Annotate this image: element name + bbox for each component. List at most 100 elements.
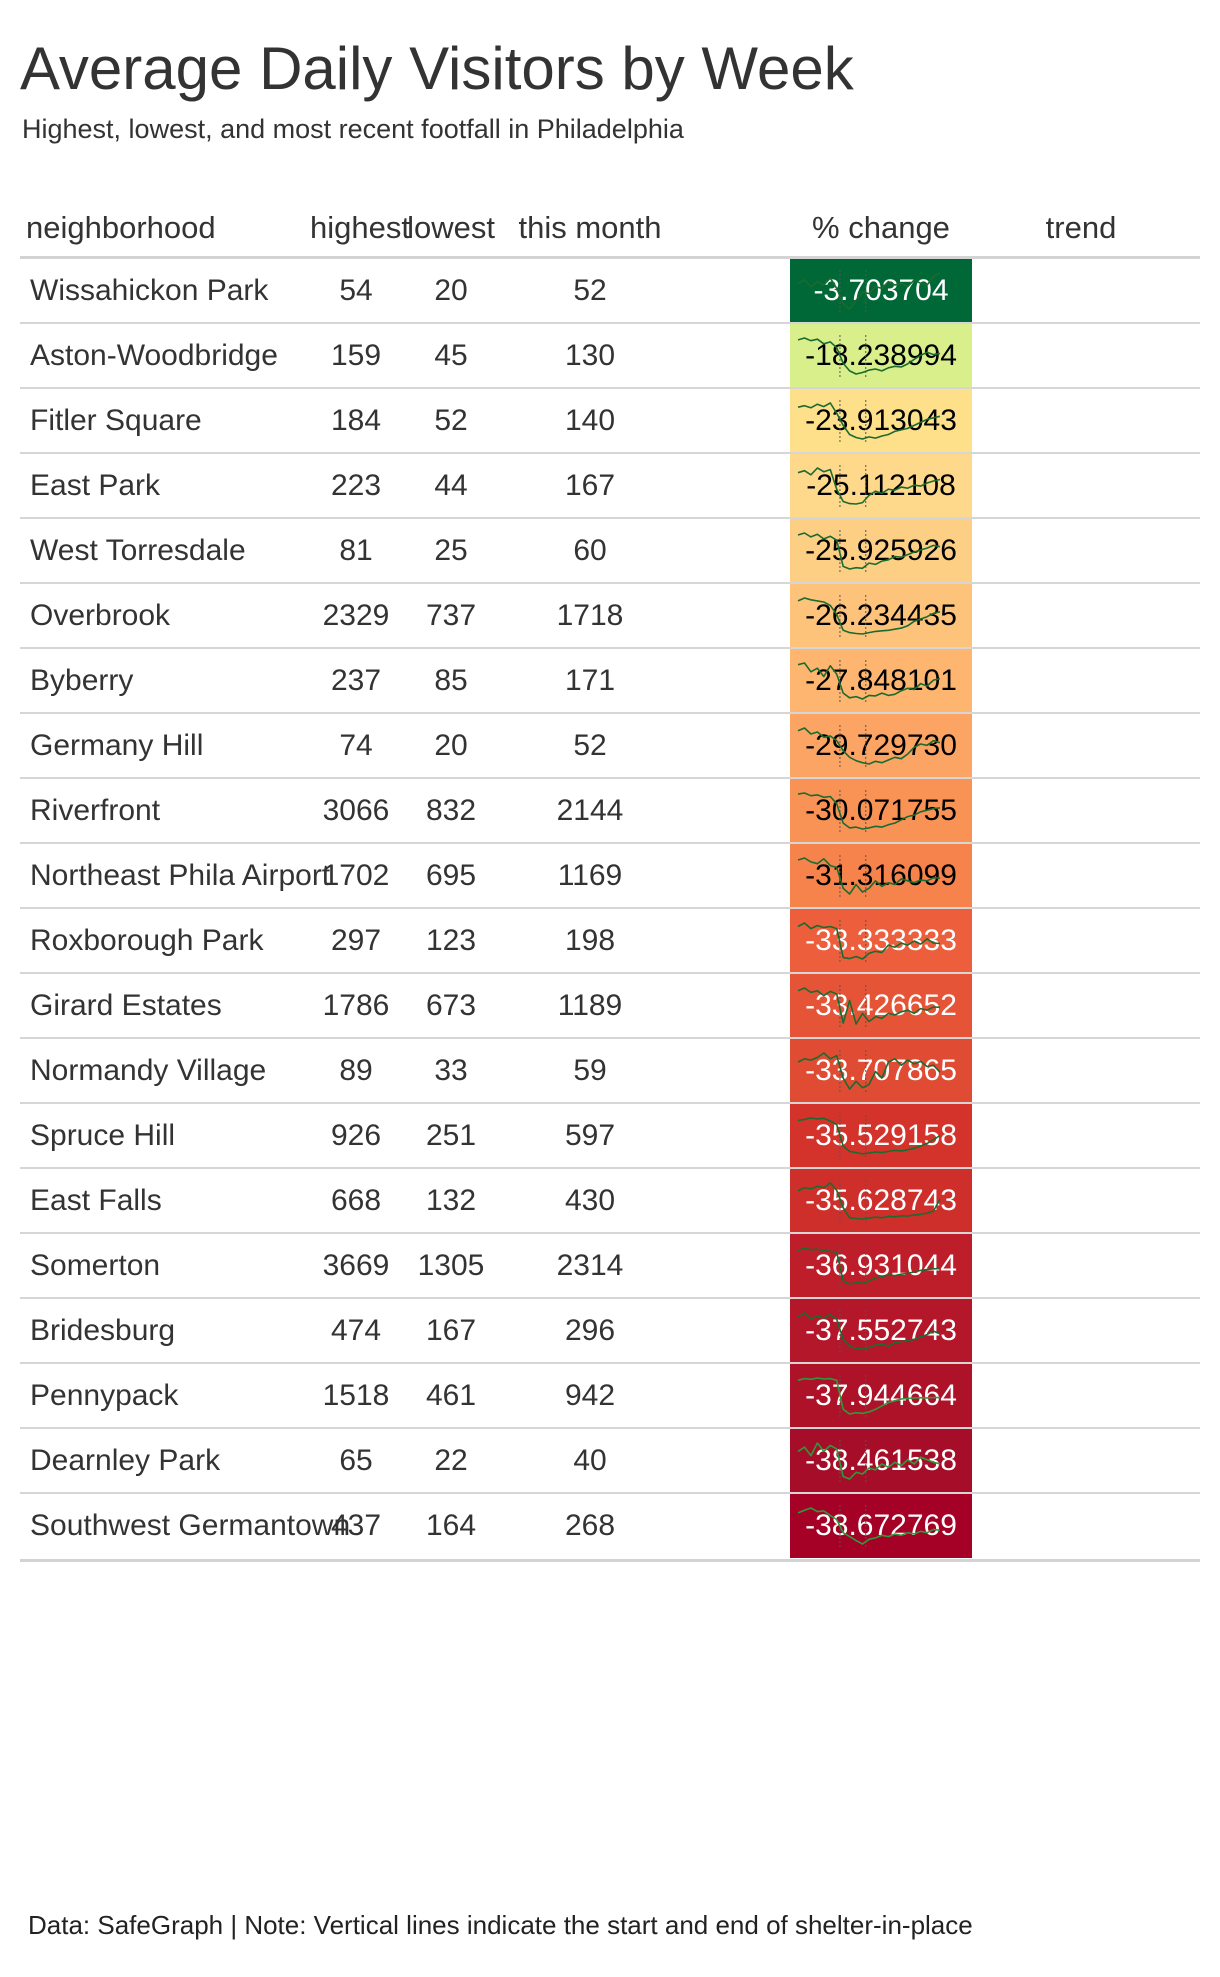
- cell-this-month: 1169: [557, 859, 623, 892]
- trend-line: [797, 1247, 941, 1285]
- cell-neighborhood: East Falls: [30, 1184, 162, 1217]
- row-divider: [20, 1362, 1200, 1364]
- cell-neighborhood: Byberry: [30, 664, 134, 697]
- table-row: Girard Estates 1786 673 1189 -33.426652: [20, 974, 1200, 1039]
- table-row: Spruce Hill 926 251 597 -35.529158: [20, 1104, 1200, 1169]
- cell-neighborhood: Wissahickon Park: [30, 274, 269, 307]
- trend-line: [797, 532, 941, 570]
- cell-pct-change: -23.913043: [790, 389, 972, 453]
- cell-highest: 437: [330, 1509, 382, 1542]
- cell-pct-change: -26.234435: [790, 584, 972, 648]
- row-divider: [20, 777, 1200, 779]
- table-row: Wissahickon Park 54 20 52 -3.703704: [20, 259, 1200, 324]
- cell-neighborhood: Germany Hill: [30, 729, 204, 762]
- cell-highest: 159: [330, 339, 382, 372]
- cell-lowest: 123: [425, 924, 477, 957]
- cell-neighborhood: East Park: [30, 469, 161, 502]
- cell-this-month: 942: [564, 1379, 616, 1412]
- trend-sparkline: [797, 530, 941, 572]
- row-divider: [20, 1102, 1200, 1104]
- table-row: Northeast Phila Airport 1702 695 1169 -31.31…: [20, 844, 1200, 909]
- cell-pct-change: -18.238994: [790, 324, 972, 388]
- table-row: Southwest Germantown 437 164 268 -38.672769: [20, 1494, 1200, 1559]
- trend-sparkline: [797, 725, 941, 767]
- cell-highest: 74: [339, 729, 373, 762]
- trend-line: [797, 1442, 941, 1480]
- cell-this-month: 130: [564, 339, 616, 372]
- cell-highest: 926: [330, 1119, 382, 1152]
- trend-sparkline: [797, 335, 941, 377]
- row-divider: [20, 582, 1200, 584]
- header-highest: highest: [310, 210, 410, 245]
- trend-line: [797, 1052, 941, 1090]
- cell-neighborhood: Bridesburg: [30, 1314, 176, 1347]
- cell-this-month: 140: [564, 404, 616, 437]
- cell-this-month: 40: [573, 1444, 607, 1477]
- cell-highest: 54: [339, 274, 373, 307]
- cell-highest: 223: [330, 469, 382, 502]
- table-row: East Park 223 44 167 -25.112108: [20, 454, 1200, 519]
- cell-this-month: 198: [564, 924, 616, 957]
- cell-lowest: 20: [434, 729, 468, 762]
- trend-sparkline: [797, 270, 941, 312]
- cell-this-month: 597: [564, 1119, 616, 1152]
- cell-lowest: 1305: [417, 1249, 485, 1282]
- trend-sparkline: [797, 790, 941, 832]
- cell-this-month: 430: [564, 1184, 616, 1217]
- trend-sparkline: [797, 660, 941, 702]
- cell-lowest: 695: [425, 859, 477, 892]
- cell-this-month: 167: [564, 469, 616, 502]
- trend-sparkline: [797, 920, 941, 962]
- cell-lowest: 85: [434, 664, 468, 697]
- row-divider: [20, 1037, 1200, 1039]
- table-row: Somerton 3669 1305 2314 -36.931044: [20, 1234, 1200, 1299]
- trend-sparkline: [797, 985, 941, 1027]
- trend-line: [797, 597, 941, 635]
- table-row: Roxborough Park 297 123 198 -33.333333: [20, 909, 1200, 974]
- row-divider: [20, 452, 1200, 454]
- row-divider: [20, 1297, 1200, 1299]
- table-row: Riverfront 3066 832 2144 -30.071755: [20, 779, 1200, 844]
- table-row: Bridesburg 474 167 296 -37.552743: [20, 1299, 1200, 1364]
- row-divider: [20, 1427, 1200, 1429]
- cell-neighborhood: Fitler Square: [30, 404, 202, 437]
- cell-highest: 2329: [322, 599, 390, 632]
- trend-line: [797, 922, 941, 960]
- row-divider: [20, 1167, 1200, 1169]
- table-bottom-divider: [20, 1559, 1200, 1562]
- cell-pct-change: -37.944664: [790, 1364, 972, 1428]
- cell-lowest: 164: [425, 1509, 477, 1542]
- cell-pct-change: -35.529158: [790, 1104, 972, 1168]
- trend-sparkline: [797, 1375, 941, 1417]
- table-row: Pennypack 1518 461 942 -37.944664: [20, 1364, 1200, 1429]
- table-row: Dearnley Park 65 22 40 -38.461538: [20, 1429, 1200, 1494]
- cell-lowest: 832: [425, 794, 477, 827]
- cell-this-month: 52: [573, 729, 607, 762]
- cell-neighborhood: Girard Estates: [30, 989, 222, 1022]
- cell-this-month: 296: [564, 1314, 616, 1347]
- cell-this-month: 171: [564, 664, 616, 697]
- cell-highest: 89: [339, 1054, 373, 1087]
- trend-sparkline: [797, 465, 941, 507]
- cell-neighborhood: Somerton: [30, 1249, 161, 1282]
- row-divider: [20, 517, 1200, 519]
- cell-highest: 1518: [322, 1379, 390, 1412]
- cell-highest: 237: [330, 664, 382, 697]
- cell-neighborhood: Riverfront: [30, 794, 161, 827]
- trend-line: [797, 987, 941, 1025]
- cell-lowest: 251: [425, 1119, 477, 1152]
- header-trend: trend: [1045, 210, 1117, 245]
- cell-lowest: 167: [425, 1314, 477, 1347]
- trend-sparkline: [797, 855, 941, 897]
- chart-title: Average Daily Visitors by Week: [20, 35, 854, 102]
- cell-highest: 668: [330, 1184, 382, 1217]
- header-this-month: this month: [518, 210, 662, 245]
- cell-neighborhood: Spruce Hill: [30, 1119, 176, 1152]
- cell-highest: 184: [330, 404, 382, 437]
- cell-neighborhood: Northeast Phila Airport: [30, 859, 331, 892]
- cell-lowest: 737: [425, 599, 477, 632]
- table-row: East Falls 668 132 430 -35.628743: [20, 1169, 1200, 1234]
- table-row: Normandy Village 89 33 59 -33.707865: [20, 1039, 1200, 1104]
- table-row: West Torresdale 81 25 60 -25.925926: [20, 519, 1200, 584]
- trend-line: [797, 1312, 941, 1350]
